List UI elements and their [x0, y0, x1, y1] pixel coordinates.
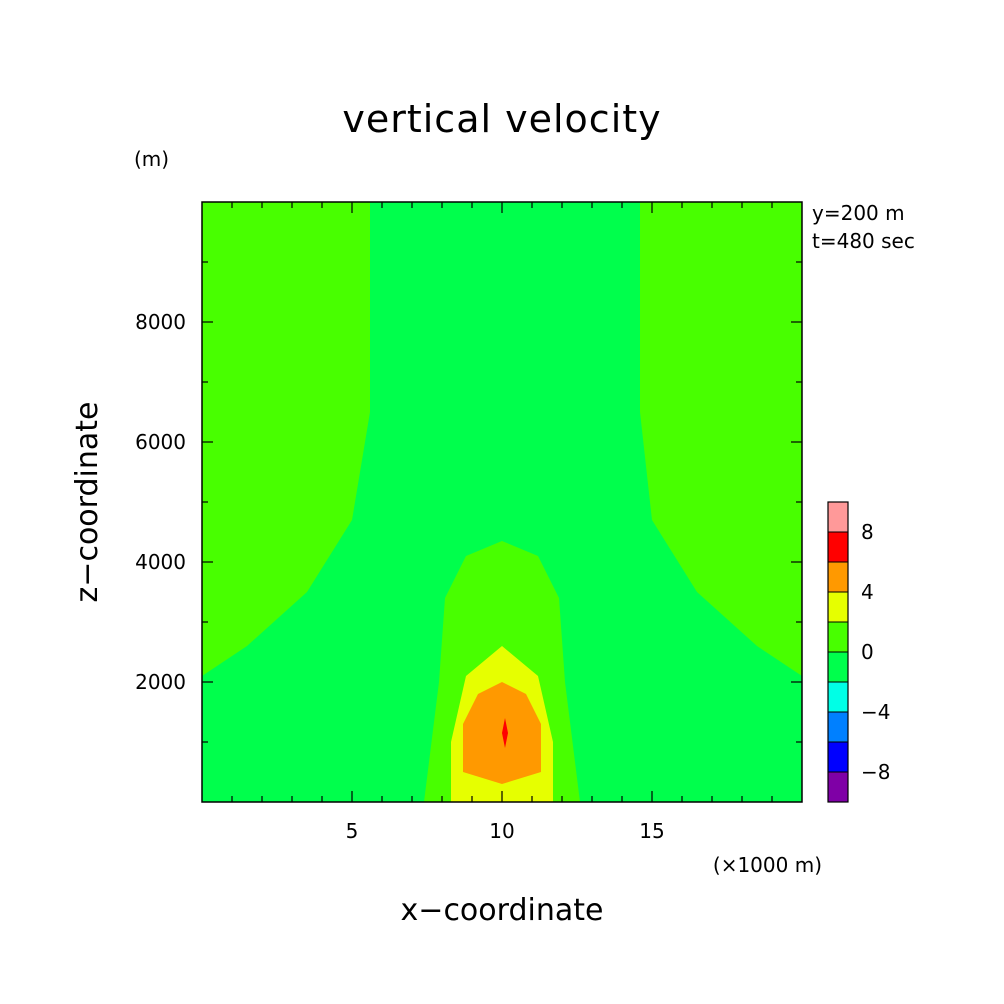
x-tick-label: 15 [639, 819, 664, 843]
y-tick-labels: 2000 4000 6000 8000 [135, 310, 186, 694]
colorbar-swatch [828, 712, 848, 742]
chart-title: vertical velocity [342, 97, 661, 141]
colorbar-tick-label: 4 [861, 580, 874, 604]
colorbar-tick-label: −4 [861, 700, 890, 724]
x-tick-label: 5 [346, 819, 359, 843]
colorbar-swatch [828, 502, 848, 532]
plot-frame [201, 201, 803, 803]
colorbar-swatch [828, 622, 848, 652]
colorbar-swatch [828, 772, 848, 802]
colorbar-tick-label: 0 [861, 640, 874, 664]
axis-ticks [202, 202, 802, 802]
y-unit-label: (m) [134, 147, 169, 171]
colorbar-frame [827, 501, 849, 803]
colorbar-swatch [828, 682, 848, 712]
colorbar-swatch [828, 532, 848, 562]
colorbar: −8 −4 0 4 8 [827, 501, 890, 803]
colorbar-swatch [828, 592, 848, 622]
x-tick-labels: 5 10 15 [346, 819, 665, 843]
annotation-time: t=480 sec [812, 229, 915, 253]
y-tick-label: 6000 [135, 430, 186, 454]
y-tick-label: 2000 [135, 670, 186, 694]
y-tick-label: 4000 [135, 550, 186, 574]
annotation-y-position: y=200 m [812, 201, 905, 225]
colorbar-tick-label: −8 [861, 760, 890, 784]
contour-region-1 [202, 202, 370, 676]
contour-region-6 [502, 718, 508, 748]
x-unit-label: (×1000 m) [713, 853, 822, 877]
y-axis-label: z−coordinate [70, 402, 105, 603]
colorbar-swatch [828, 652, 848, 682]
colorbar-swatch [828, 562, 848, 592]
contour-region-2 [640, 202, 802, 676]
colorbar-swatch [828, 742, 848, 772]
y-tick-label: 8000 [135, 310, 186, 334]
x-axis-label: x−coordinate [401, 893, 604, 928]
x-tick-label: 10 [489, 819, 514, 843]
colorbar-tick-label: 8 [861, 520, 874, 544]
contour-regions [202, 202, 802, 802]
